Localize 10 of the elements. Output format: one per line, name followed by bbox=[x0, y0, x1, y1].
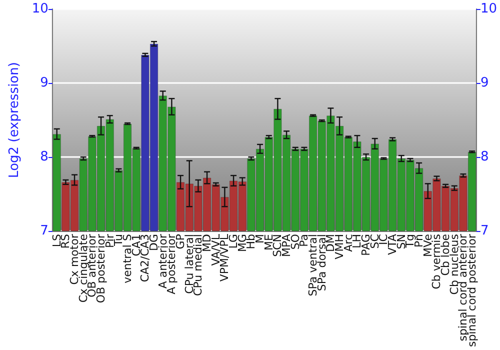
y-tick-label: 7 bbox=[40, 224, 48, 239]
y2-tick-label: 9 bbox=[480, 76, 489, 91]
x-tick-label: A posterior bbox=[165, 234, 178, 294]
y2-tick-label: 8 bbox=[480, 150, 489, 165]
y2-tick-label: 7 bbox=[480, 224, 489, 239]
y-tick-label: 10 bbox=[32, 2, 48, 16]
y2-tick-label: 10 bbox=[480, 2, 498, 16]
y-tick-label: 9 bbox=[40, 76, 48, 91]
y-axis-title: Log2 (expression) bbox=[7, 62, 22, 178]
y-tick-label: 8 bbox=[40, 150, 48, 165]
